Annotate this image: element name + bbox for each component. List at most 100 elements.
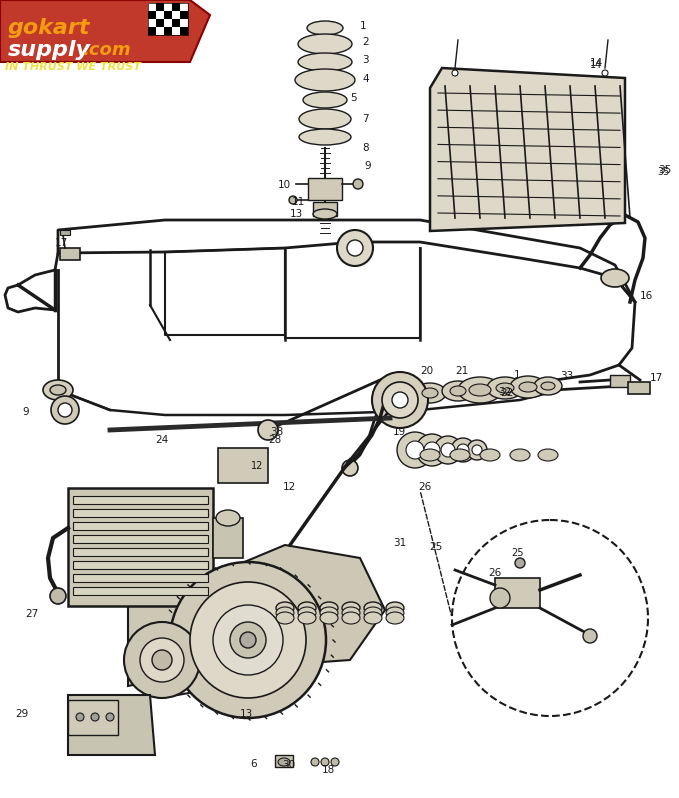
Ellipse shape: [276, 607, 294, 619]
Circle shape: [91, 713, 99, 721]
Text: 10: 10: [278, 180, 291, 190]
Polygon shape: [68, 695, 155, 755]
Text: 9: 9: [22, 407, 29, 417]
Ellipse shape: [364, 612, 382, 624]
Text: 12: 12: [283, 482, 296, 492]
Bar: [60, 248, 80, 260]
Text: 20: 20: [420, 366, 433, 376]
Text: IN THRUST WE TRUST: IN THRUST WE TRUST: [5, 62, 141, 72]
Text: 25: 25: [511, 548, 524, 558]
Circle shape: [240, 632, 256, 648]
Ellipse shape: [422, 388, 438, 398]
Ellipse shape: [342, 612, 360, 624]
Circle shape: [50, 588, 66, 604]
Circle shape: [106, 713, 114, 721]
Polygon shape: [128, 596, 273, 686]
Ellipse shape: [299, 109, 351, 129]
Circle shape: [452, 70, 458, 76]
Ellipse shape: [510, 449, 530, 461]
Text: 2: 2: [362, 37, 369, 47]
Circle shape: [392, 392, 408, 408]
Text: 21: 21: [455, 366, 469, 376]
Bar: [313, 202, 337, 216]
Text: 5: 5: [350, 93, 356, 103]
Circle shape: [124, 622, 200, 698]
Bar: [180, 3, 188, 11]
Text: gokart: gokart: [8, 18, 90, 38]
Ellipse shape: [43, 380, 73, 400]
Text: 31: 31: [393, 538, 406, 548]
Ellipse shape: [510, 376, 546, 398]
Ellipse shape: [298, 602, 316, 614]
Ellipse shape: [458, 377, 502, 403]
Text: 3: 3: [362, 55, 369, 65]
Circle shape: [258, 420, 278, 440]
Ellipse shape: [216, 510, 240, 526]
Bar: [164, 19, 172, 27]
Ellipse shape: [496, 383, 514, 393]
Text: 11: 11: [292, 197, 306, 207]
Bar: [610, 375, 630, 387]
Bar: [180, 11, 188, 19]
Bar: [275, 755, 293, 767]
Bar: [73, 535, 208, 543]
Ellipse shape: [276, 612, 294, 624]
Text: 27: 27: [25, 609, 38, 619]
Ellipse shape: [320, 607, 338, 619]
Circle shape: [58, 403, 72, 417]
Circle shape: [583, 629, 597, 643]
Ellipse shape: [342, 602, 360, 614]
Text: 25: 25: [429, 542, 442, 552]
Ellipse shape: [601, 269, 629, 287]
Circle shape: [452, 520, 648, 716]
Bar: [172, 19, 180, 27]
Circle shape: [451, 438, 475, 462]
Text: 14: 14: [590, 60, 602, 70]
Text: 28: 28: [268, 435, 281, 445]
Ellipse shape: [487, 377, 523, 399]
Text: 26: 26: [488, 568, 501, 578]
Circle shape: [213, 605, 283, 675]
Text: 29: 29: [15, 709, 29, 719]
Bar: [164, 27, 172, 35]
Circle shape: [467, 440, 487, 460]
Text: 26: 26: [418, 482, 431, 492]
Ellipse shape: [534, 377, 562, 395]
Ellipse shape: [414, 383, 446, 403]
Ellipse shape: [420, 449, 440, 461]
Ellipse shape: [450, 449, 470, 461]
Ellipse shape: [278, 758, 290, 766]
Circle shape: [372, 372, 428, 428]
Bar: [148, 19, 156, 27]
Ellipse shape: [480, 449, 500, 461]
Text: 38: 38: [270, 427, 283, 437]
Bar: [213, 518, 243, 558]
Bar: [73, 574, 208, 582]
Text: 22: 22: [500, 388, 513, 398]
Polygon shape: [215, 545, 385, 665]
Bar: [172, 3, 180, 11]
Bar: [164, 11, 172, 19]
Circle shape: [457, 444, 469, 456]
Bar: [172, 27, 180, 35]
Circle shape: [406, 441, 424, 459]
Ellipse shape: [298, 607, 316, 619]
Bar: [73, 587, 208, 595]
Circle shape: [321, 758, 329, 766]
Text: .com: .com: [82, 41, 130, 59]
Circle shape: [190, 582, 306, 698]
Ellipse shape: [295, 69, 355, 91]
Text: 13: 13: [290, 209, 304, 219]
Text: 12: 12: [251, 461, 263, 471]
Bar: [73, 548, 208, 556]
Text: 7: 7: [362, 114, 369, 124]
Bar: [156, 3, 164, 11]
Circle shape: [51, 396, 79, 424]
Ellipse shape: [541, 382, 555, 390]
Bar: [156, 11, 164, 19]
Bar: [148, 3, 188, 35]
Bar: [148, 3, 156, 11]
Circle shape: [382, 382, 418, 418]
Text: 8: 8: [362, 143, 369, 153]
Bar: [60, 230, 70, 235]
